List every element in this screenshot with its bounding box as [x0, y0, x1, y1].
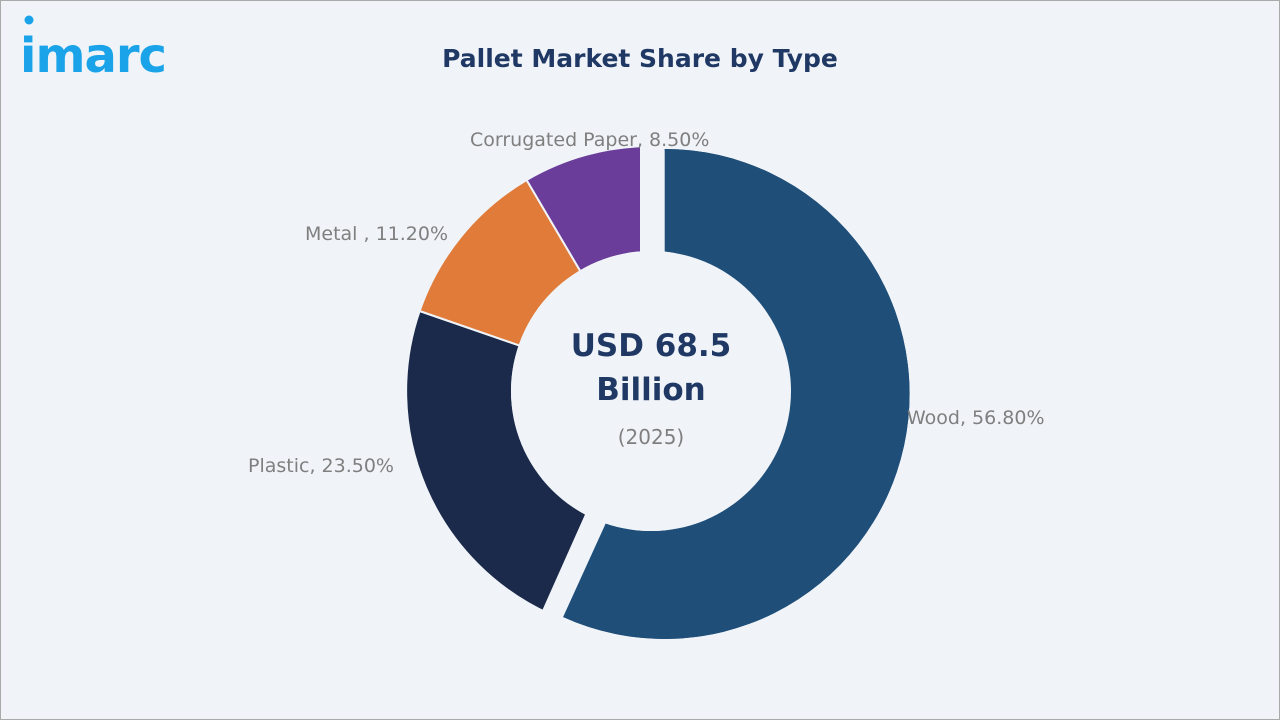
center-unit: Billion [596, 372, 706, 408]
svg-text:imarc: imarc [20, 28, 166, 78]
center-year: (2025) [617, 425, 685, 449]
center-value: USD 68.5 [570, 328, 732, 364]
label-metal: Metal , 11.20% [305, 223, 449, 245]
label-corrugated-paper: Corrugated Paper, 8.50% [470, 129, 710, 151]
label-plastic: Plastic, 23.50% [248, 455, 394, 477]
chart-title: Pallet Market Share by Type [442, 44, 838, 73]
imarc-logo: imarc [20, 15, 167, 78]
label-wood: Wood, 56.80% [907, 407, 1045, 429]
